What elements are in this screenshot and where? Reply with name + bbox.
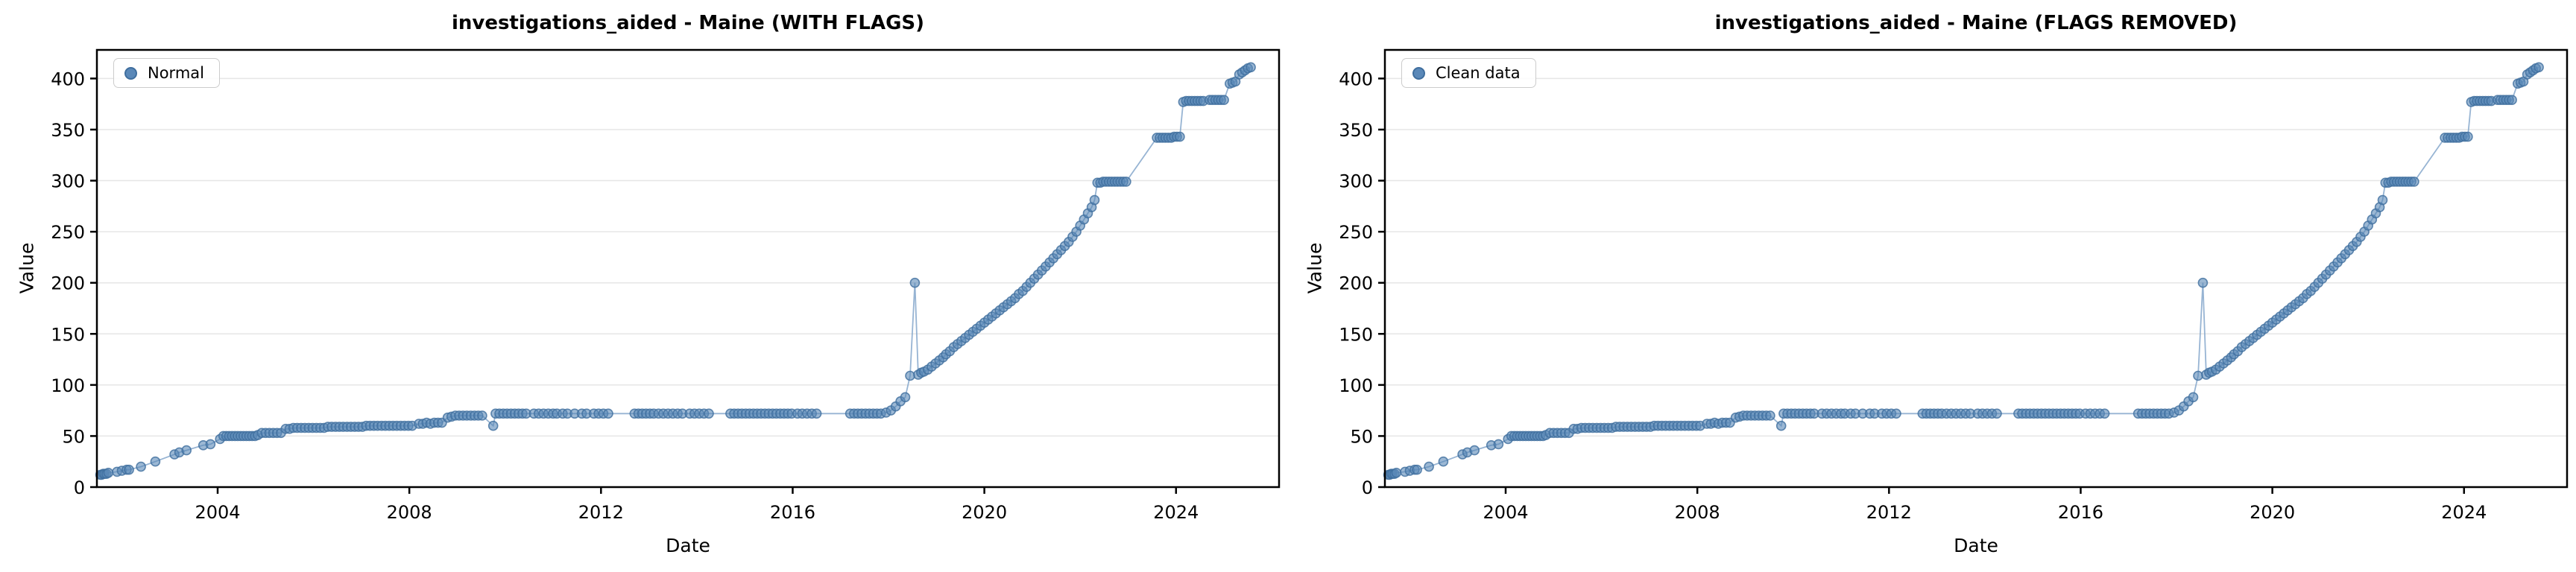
data-point	[103, 467, 114, 478]
legend-label: Clean data	[1436, 64, 1521, 82]
legend-label: Normal	[148, 64, 204, 82]
data-point	[1438, 456, 1449, 467]
legend-marker-icon	[124, 66, 137, 80]
x-tick-label: 2016	[770, 502, 815, 523]
chart-flags-removed: 2004 2008 2012 2016 2020 2024 0 50 100 150 200 250 3…	[1288, 0, 2576, 572]
data-point	[1765, 410, 1775, 421]
data-point	[136, 461, 146, 472]
data-point	[150, 456, 161, 467]
y-tick-label: 0	[74, 477, 85, 498]
data-point	[2193, 370, 2203, 381]
chart-with-flags: 2004 2008 2012 2016 2020 2024 0 50 100 150 200 250 3…	[16, 12, 1281, 556]
data-point	[1219, 95, 1229, 105]
x-tick-label: 2004	[1483, 502, 1528, 523]
data-point	[1775, 420, 1787, 431]
data-point	[811, 408, 822, 419]
data-point	[1121, 177, 1131, 187]
x-tick-label: 2008	[1675, 502, 1720, 523]
data-point	[900, 392, 911, 403]
y-tick-label: 250	[51, 222, 85, 243]
y-tick-label: 100	[1339, 375, 1373, 396]
y-tick-label: 400	[51, 69, 85, 89]
plot-area-flags-removed: 2004 2008 2012 2016 2020 2024 0 50 100 150 200 250 3…	[1339, 48, 2569, 523]
data-point	[1469, 445, 1480, 456]
data-point	[1391, 467, 1402, 478]
data-point	[2463, 131, 2473, 142]
x-tick-label: 2024	[2441, 502, 2487, 523]
y-tick-label: 50	[1350, 426, 1373, 447]
y-axis-label: Value	[16, 242, 38, 294]
x-tick-label: 2024	[1153, 502, 1199, 523]
data-point	[1412, 464, 1422, 475]
x-tick-label: 2008	[387, 502, 432, 523]
x-tick-label: 2012	[578, 502, 624, 523]
data-point	[1424, 461, 1434, 472]
y-tick-label: 150	[51, 324, 85, 345]
y-tick-label: 150	[1339, 324, 1373, 345]
data-point	[2188, 392, 2199, 403]
y-tick-label: 400	[1339, 69, 1373, 89]
data-point	[487, 420, 499, 431]
legend-box: Clean data	[1401, 58, 1536, 88]
x-tick-label: 2004	[195, 502, 240, 523]
data-point	[1992, 408, 2002, 419]
plot-area-with-flags: 2004 2008 2012 2016 2020 2024 0 50 100 150 200 250 3…	[51, 48, 1281, 523]
axes-frame	[95, 48, 1281, 489]
y-tick-label: 350	[51, 120, 85, 141]
data-point	[1175, 131, 1185, 142]
chart-title: investigations_aided - Maine (FLAGS REMO…	[1714, 12, 2238, 34]
y-tick-label: 350	[1339, 120, 1373, 141]
y-tick-label: 50	[62, 426, 85, 447]
data-point	[2099, 408, 2110, 419]
legend-box: Normal	[113, 58, 220, 88]
x-tick-label: 2012	[1866, 502, 1912, 523]
x-tick-label: 2020	[962, 502, 1007, 523]
y-tick-label: 0	[1362, 477, 1373, 498]
y-tick-label: 250	[1339, 222, 1373, 243]
y-tick-label: 100	[51, 375, 85, 396]
legend-marker-icon	[1412, 66, 1425, 80]
data-point	[1246, 62, 1256, 73]
data-point	[2534, 62, 2544, 73]
x-tick-label: 2016	[2058, 502, 2103, 523]
data-point	[1891, 408, 1901, 419]
data-point	[205, 439, 216, 450]
data-point	[909, 277, 921, 288]
data-point	[704, 408, 714, 419]
axes-frame	[1383, 48, 2569, 489]
data-point	[603, 408, 613, 419]
y-tick-label: 200	[51, 273, 85, 294]
data-point	[181, 445, 192, 456]
x-axis-label: Date	[666, 535, 710, 556]
data-point	[2409, 177, 2419, 187]
data-point	[1493, 439, 1504, 450]
data-point	[2507, 95, 2517, 105]
chart-title: investigations_aided - Maine (WITH FLAGS…	[451, 12, 925, 34]
x-tick-label: 2020	[2250, 502, 2295, 523]
y-tick-label: 300	[51, 171, 85, 192]
data-point	[905, 370, 915, 381]
data-point	[124, 464, 134, 475]
y-axis-label: Value	[1304, 242, 1326, 294]
data-point	[1089, 194, 1100, 206]
data-point	[2377, 194, 2388, 206]
y-tick-label: 300	[1339, 171, 1373, 192]
data-point	[2197, 277, 2209, 288]
data-point	[477, 410, 487, 421]
x-axis-label: Date	[1954, 535, 1998, 556]
y-tick-label: 200	[1339, 273, 1373, 294]
